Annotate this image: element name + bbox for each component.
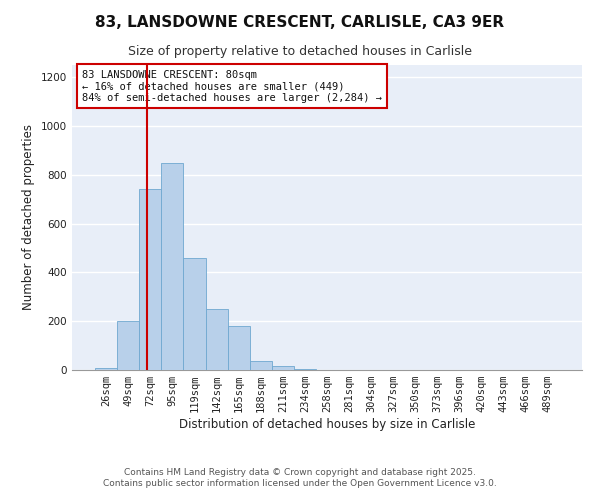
Bar: [95, 368, 117, 370]
Y-axis label: Number of detached properties: Number of detached properties: [22, 124, 35, 310]
Bar: [206, 309, 227, 370]
Text: 83, LANSDOWNE CRESCENT, CARLISLE, CA3 9ER: 83, LANSDOWNE CRESCENT, CARLISLE, CA3 9E…: [95, 15, 505, 30]
Bar: [117, 321, 139, 370]
Text: Contains HM Land Registry data © Crown copyright and database right 2025.
Contai: Contains HM Land Registry data © Crown c…: [103, 468, 497, 487]
Bar: [161, 162, 184, 370]
Bar: [184, 258, 206, 370]
Bar: [272, 366, 294, 370]
Bar: [227, 326, 250, 370]
Bar: [294, 369, 316, 370]
Text: 83 LANSDOWNE CRESCENT: 80sqm
← 16% of detached houses are smaller (449)
84% of s: 83 LANSDOWNE CRESCENT: 80sqm ← 16% of de…: [82, 70, 382, 103]
X-axis label: Distribution of detached houses by size in Carlisle: Distribution of detached houses by size …: [179, 418, 475, 431]
Bar: [250, 362, 272, 370]
Bar: [139, 190, 161, 370]
Text: Size of property relative to detached houses in Carlisle: Size of property relative to detached ho…: [128, 45, 472, 58]
